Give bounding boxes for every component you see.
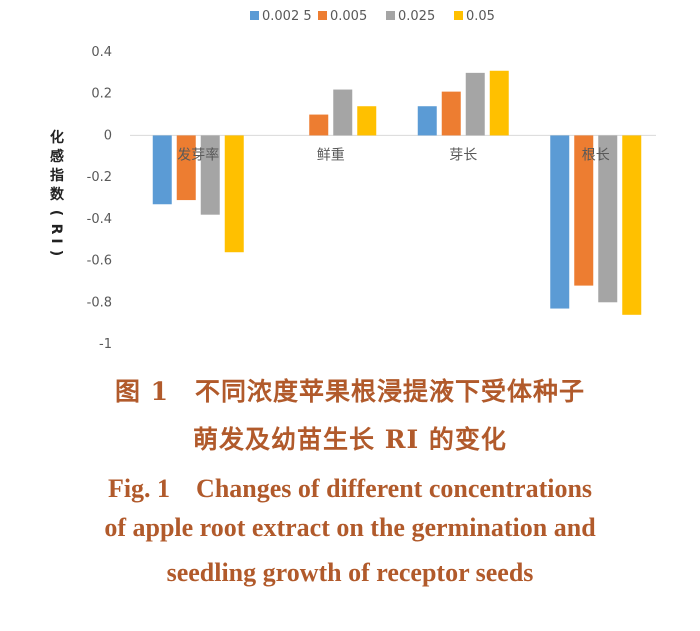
- y-axis-label-char: 指: [50, 167, 64, 184]
- legend-label: 0.05: [466, 9, 495, 24]
- y-axis-label-char: R: [48, 224, 64, 235]
- legend-swatch: [318, 11, 327, 20]
- legend-swatch: [386, 11, 395, 20]
- bar: [489, 70, 509, 136]
- legend-swatch: [250, 11, 259, 20]
- bar: [417, 106, 437, 136]
- caption-chinese-line-1: 图 1 不同浓度苹果根浸提液下受体种子: [114, 377, 586, 406]
- caption-english-line-2: of apple root extract on the germination…: [104, 513, 596, 542]
- caption-english-line-1: Fig. 1 Changes of different concentratio…: [107, 474, 593, 503]
- y-tick-label: -0.6: [87, 254, 112, 269]
- chart-plot-area: 0.4 0.2 0 -0.2 -0.4 -0.6 -0.8 -1 发芽率 鲜重 芽长 根长 0.002 …: [38, 0, 660, 360]
- bar: [152, 135, 172, 205]
- bar: [224, 135, 244, 253]
- category-label: 根长: [582, 147, 610, 163]
- y-axis-label-char: (: [48, 210, 64, 216]
- y-tick-label: -1: [99, 337, 112, 352]
- y-axis-label-char: I: [48, 238, 64, 243]
- caption-english-line-3: seedling growth of receptor seeds: [166, 558, 534, 587]
- y-tick-label: -0.8: [87, 295, 112, 310]
- bar: [598, 135, 618, 303]
- y-tick-label: 0.2: [91, 87, 112, 102]
- bar: [357, 106, 377, 136]
- category-label: 芽长: [449, 147, 477, 163]
- legend-label: 0.002 5: [262, 9, 312, 24]
- bar: [441, 91, 461, 136]
- y-axis-label-char: 数: [50, 186, 65, 203]
- y-axis-label-char: 化: [50, 129, 64, 146]
- caption-chinese-line-2: 萌发及幼苗生长 RI 的变化: [193, 425, 507, 454]
- bar: [550, 135, 570, 309]
- legend-label: 0.005: [330, 9, 367, 24]
- y-tick-label: -0.4: [87, 212, 112, 227]
- bar: [574, 135, 594, 286]
- y-tick-label: 0: [104, 128, 112, 143]
- bar: [200, 135, 220, 215]
- bar-chart: 0.4 0.2 0 -0.2 -0.4 -0.6 -0.8 -1 发芽率 鲜重 芽长 根长 0.002 …: [48, 9, 656, 352]
- y-tick-label: -0.2: [87, 170, 112, 185]
- legend-label: 0.025: [398, 9, 435, 24]
- bar: [309, 114, 329, 136]
- bar: [176, 135, 196, 201]
- legend-swatch: [454, 11, 463, 20]
- category-label: 发芽率: [177, 146, 219, 163]
- bar: [622, 135, 642, 315]
- y-axis-label-char: ): [48, 250, 64, 256]
- y-axis-label-char: 感: [50, 148, 64, 165]
- y-tick-label: 0.4: [91, 45, 112, 60]
- bar: [465, 72, 485, 136]
- category-label: 鲜重: [317, 147, 345, 163]
- bar: [333, 89, 353, 136]
